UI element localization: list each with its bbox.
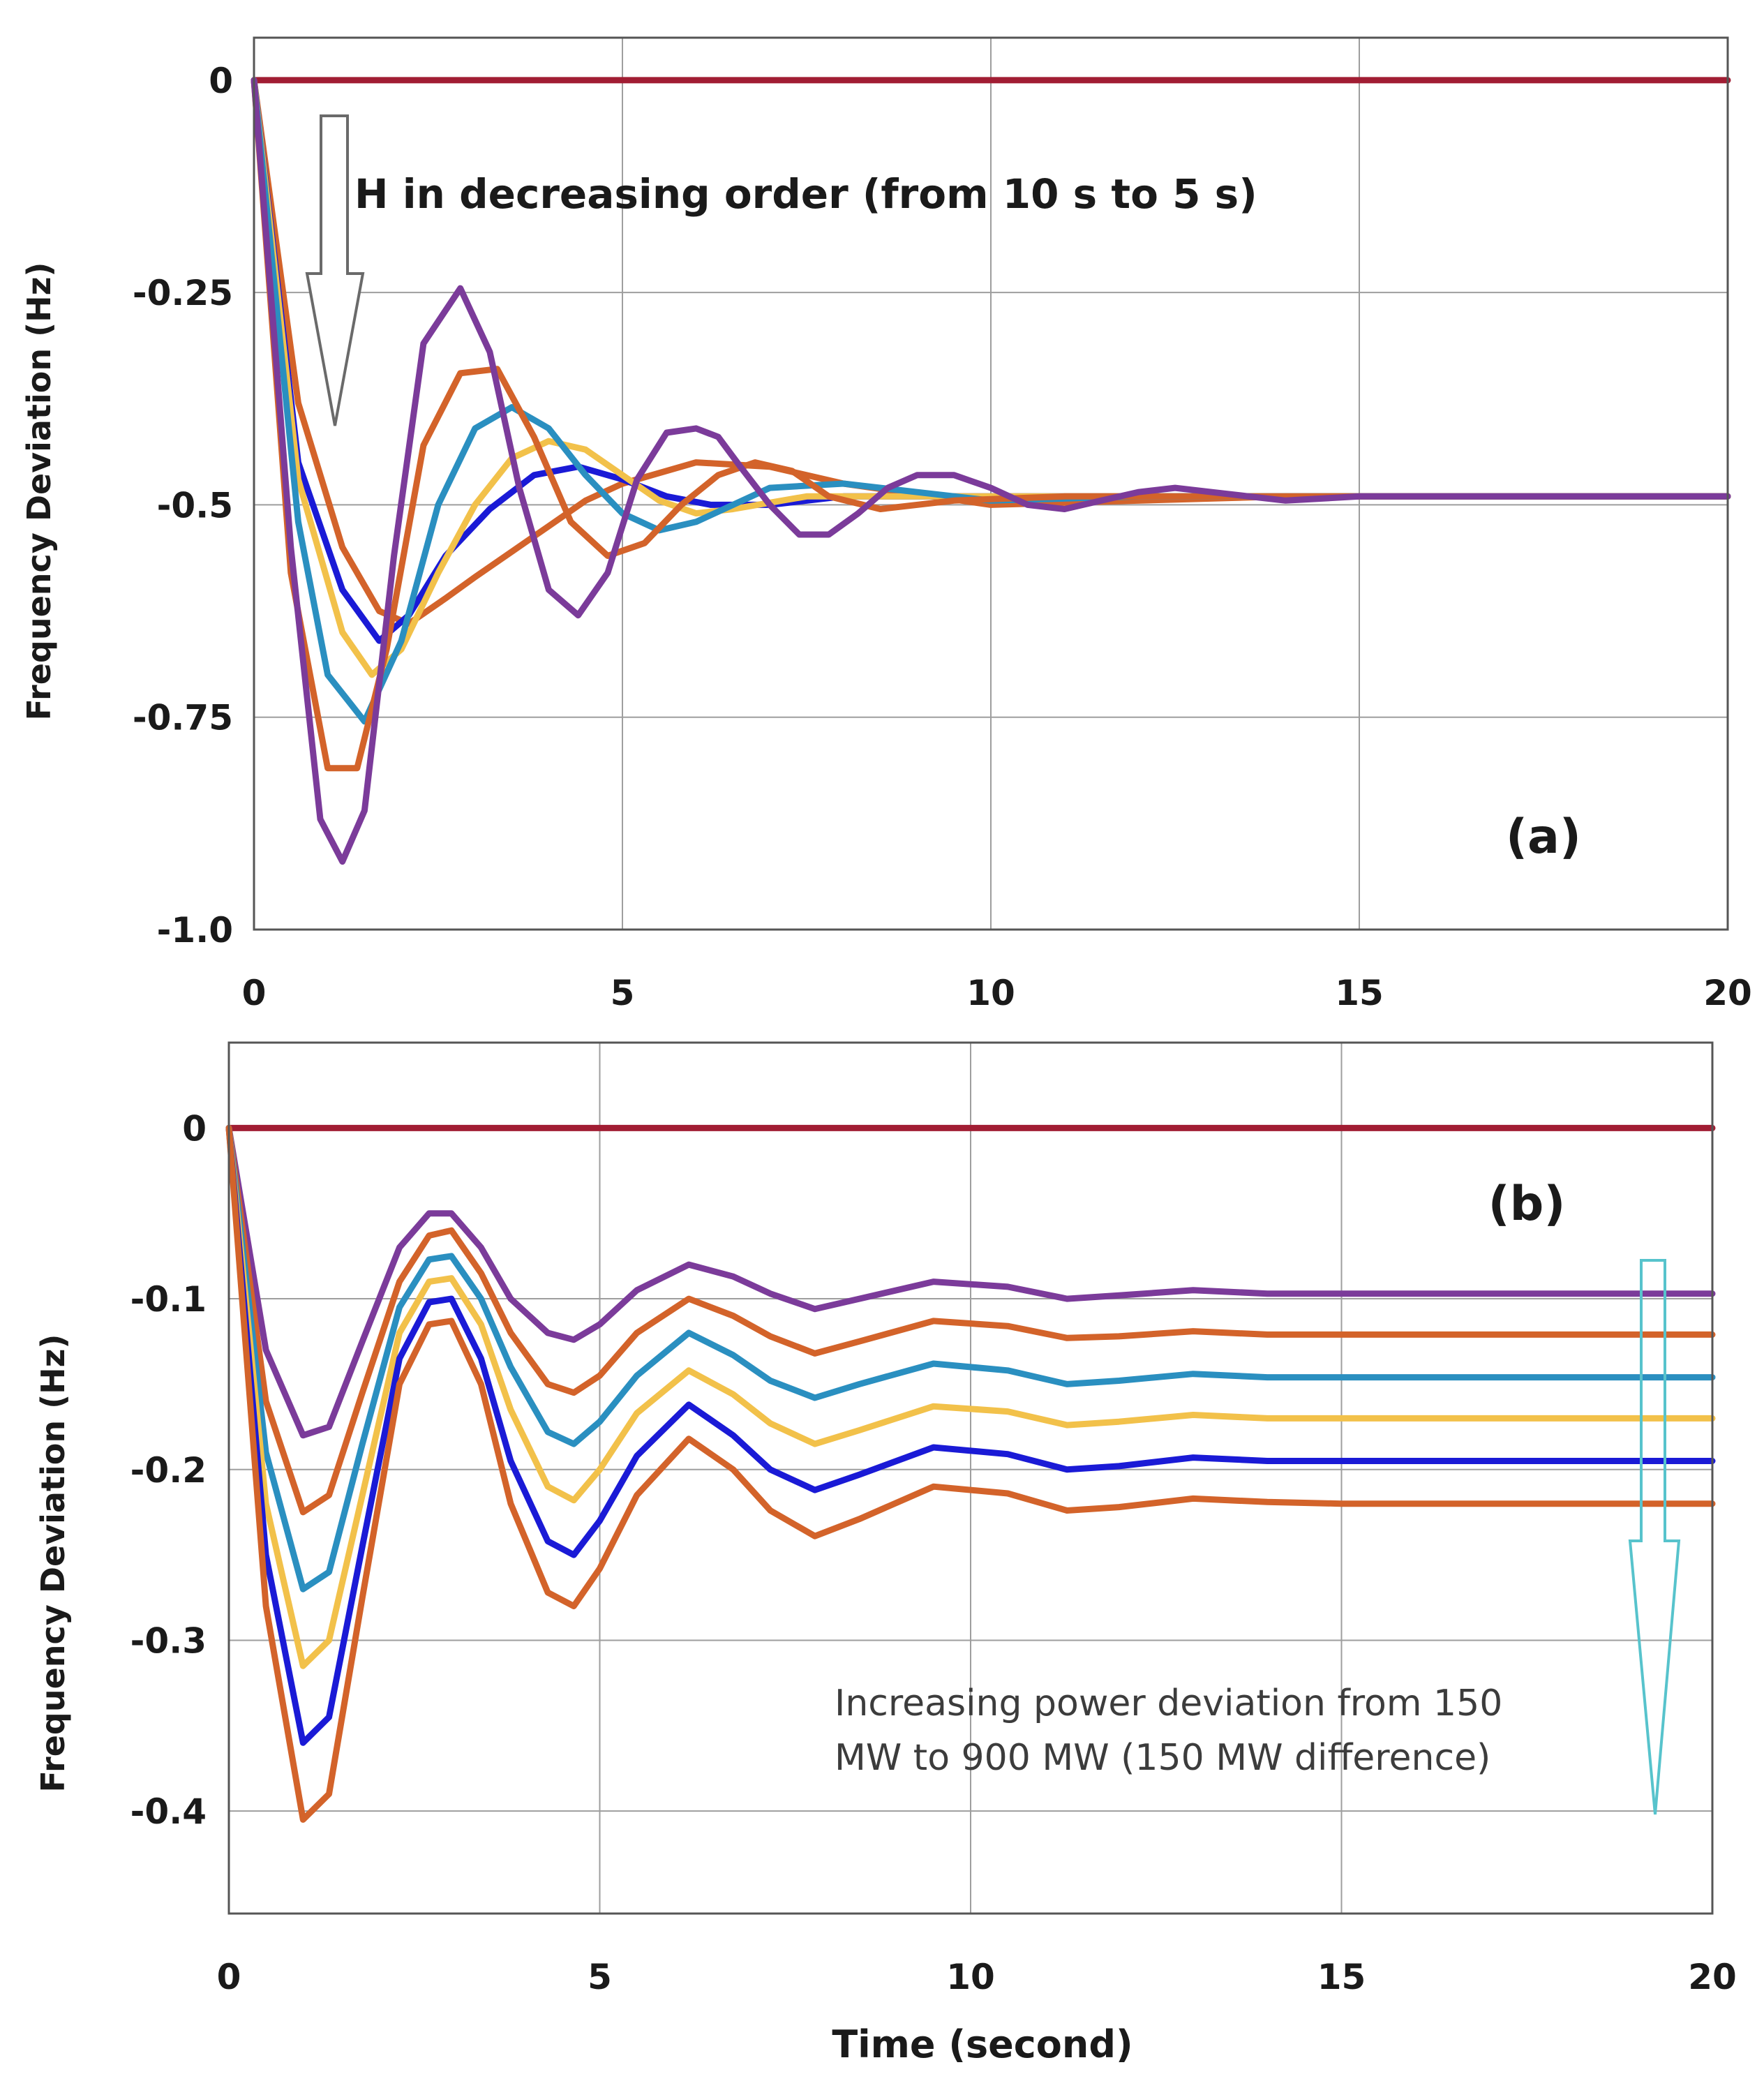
x-tick-label: 10 (946, 1957, 995, 1997)
down-arrow-icon (1628, 1259, 1681, 1815)
x-tick-label: 10 (966, 973, 1015, 1013)
tick-labels-a: 0 5 10 15 20 0 -0.25 -0.5 -0.75 -1.0 (133, 61, 1752, 1013)
plot-frame-a (253, 36, 1729, 931)
series-group-a (251, 77, 1731, 865)
x-tick-label: 5 (611, 973, 635, 1013)
series-line-a-6 (251, 77, 1731, 865)
y-tick-label: -0.25 (133, 273, 233, 313)
y-axis-label-b: Frequency Deviation (Hz) (34, 1334, 72, 1793)
series-line-b-1 (225, 1124, 1716, 1439)
x-tick-label: 0 (242, 973, 267, 1013)
annotation-b-line2: MW to 900 MW (150 MW difference) (835, 1737, 1490, 1779)
plot-frame-b (227, 1041, 1714, 1915)
tick-labels-b: 0 5 10 15 20 0 -0.1 -0.2 -0.3 -0.4 (130, 1108, 1737, 1997)
panel-label-a: (a) (1506, 810, 1581, 865)
series-line-b-6 (225, 1124, 1716, 1823)
series-line-b-2 (225, 1124, 1716, 1516)
series-line-b-3 (225, 1124, 1716, 1593)
y-tick-label: 0 (182, 1108, 207, 1149)
y-tick-label: -0.4 (130, 1791, 207, 1832)
series-line-a-5 (251, 77, 1731, 772)
y-tick-label: -0.3 (130, 1620, 207, 1661)
series-line-b-5 (225, 1124, 1716, 1746)
y-axis-label-a: Frequency Deviation (Hz) (20, 262, 58, 721)
series-line-b-4 (225, 1124, 1716, 1669)
y-tick-label: -0.5 (157, 485, 233, 525)
chart-panel-a: 0 5 10 15 20 0 -0.25 -0.5 -0.75 -1.0 Frequency De… (20, 36, 1752, 1013)
y-tick-label: 0 (209, 61, 233, 101)
down-arrow-icon (305, 114, 365, 426)
x-tick-label: 15 (1317, 1957, 1366, 1997)
x-tick-label: 20 (1688, 1957, 1737, 1997)
y-tick-label: -0.2 (130, 1450, 207, 1491)
y-tick-label: -0.1 (130, 1279, 207, 1320)
x-tick-label: 0 (217, 1957, 241, 1997)
annotation-b-line1: Increasing power deviation from 150 (835, 1683, 1502, 1724)
x-tick-label: 15 (1335, 973, 1384, 1013)
annotation-a: H in decreasing order (from 10 s to 5 s) (354, 170, 1257, 218)
series-group-b (225, 1124, 1716, 1823)
y-tick-label: -1.0 (157, 910, 233, 950)
x-axis-label: Time (second) (832, 2022, 1133, 2066)
x-tick-label: 5 (588, 1957, 612, 1997)
x-tick-label: 20 (1703, 973, 1752, 1013)
grid-b (228, 1043, 1713, 1914)
y-tick-label: -0.75 (133, 698, 233, 738)
panel-label-b: (b) (1488, 1177, 1566, 1232)
chart-panel-b: 0 5 10 15 20 0 -0.1 -0.2 -0.3 -0.4 Frequency Devi… (34, 1041, 1737, 2066)
